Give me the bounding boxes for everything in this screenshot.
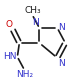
Text: HN: HN xyxy=(3,52,16,61)
Text: N: N xyxy=(32,18,39,27)
Text: NH₂: NH₂ xyxy=(16,70,33,79)
Text: O: O xyxy=(5,20,12,29)
Text: N: N xyxy=(58,23,65,32)
Text: N: N xyxy=(58,59,65,68)
Text: CH₃: CH₃ xyxy=(24,6,41,15)
